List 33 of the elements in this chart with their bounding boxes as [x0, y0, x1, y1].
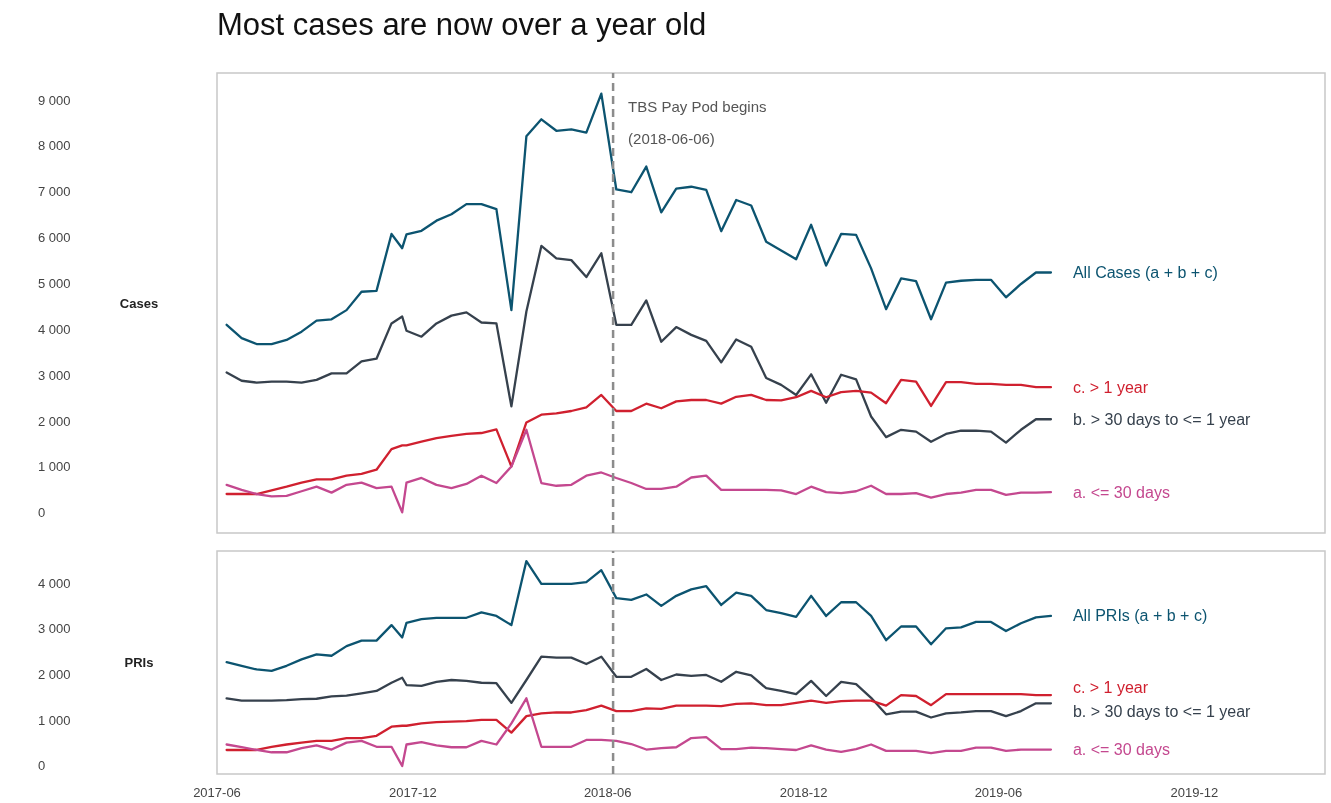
ref-line-label: TBS Pay Pod begins (2018-06-06) — [628, 98, 767, 147]
series-label: All Cases (a + b + c) — [1072, 264, 1218, 281]
y-tick-label: 1 000 — [38, 712, 71, 728]
y-tick-label: 5 000 — [38, 276, 71, 292]
y-tick-label: 2 000 — [38, 413, 71, 429]
x-tick-label: 2019-06 — [974, 785, 1023, 801]
y-tick-label: 0 — [38, 758, 46, 774]
series-label: b. > 30 days to <= 1 year — [1072, 702, 1252, 720]
y-axis-title: PRIs — [124, 655, 154, 670]
y-tick-label: 4 000 — [38, 321, 71, 337]
y-tick-label: 9 000 — [38, 92, 71, 108]
y-tick-label: 4 000 — [38, 575, 71, 591]
y-tick-label: 0 — [38, 505, 46, 521]
y-tick-label: 3 000 — [38, 621, 71, 637]
x-tick-label: 2017-06 — [193, 785, 241, 801]
series-label: All PRIs (a + b + c) — [1072, 607, 1208, 625]
chart-title: Most cases are now over a year old — [216, 7, 708, 44]
y-tick-label: 7 000 — [38, 184, 71, 200]
series-label: a. <= 30 days — [1072, 483, 1170, 501]
x-tick-label: 2017-12 — [389, 785, 437, 801]
y-tick-label: 1 000 — [38, 459, 71, 475]
y-tick-label: 3 000 — [38, 367, 71, 383]
x-tick-label: 2019-12 — [1170, 785, 1219, 801]
y-tick-label: 6 000 — [38, 230, 71, 246]
series-label: b. > 30 days to <= 1 year — [1072, 410, 1252, 428]
series-label: a. <= 30 days — [1072, 741, 1170, 759]
series-label: c. > 1 year — [1072, 378, 1149, 396]
y-axis-title: Cases — [119, 295, 159, 311]
x-tick-label: 2018-12 — [779, 785, 828, 801]
y-tick-label: 8 000 — [38, 138, 71, 154]
series-label: c. > 1 year — [1072, 678, 1149, 696]
y-tick-label: 2 000 — [38, 667, 71, 683]
x-tick-label: 2018-06 — [583, 785, 632, 801]
